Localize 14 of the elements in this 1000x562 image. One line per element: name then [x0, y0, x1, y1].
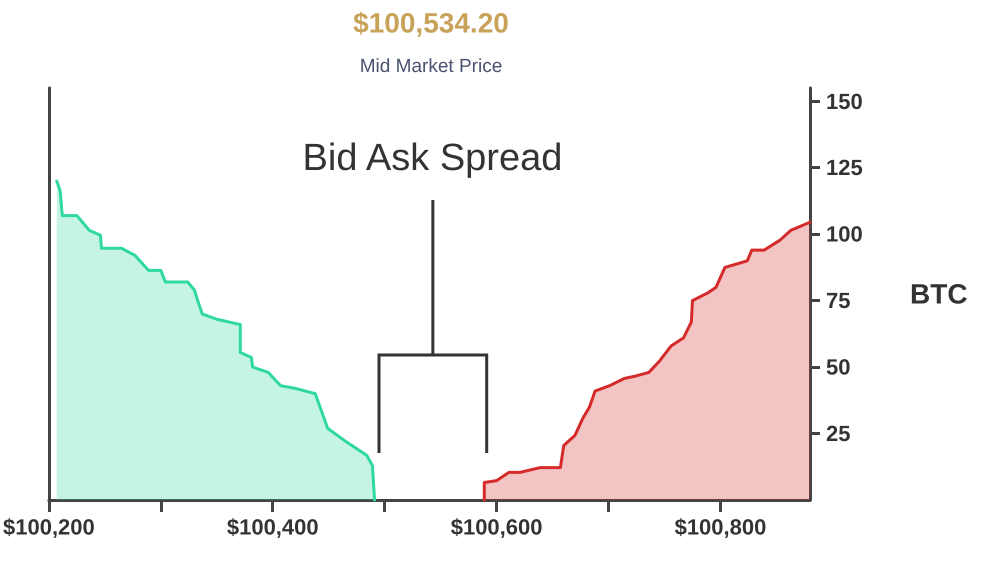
y-tick-label: 125 [826, 155, 863, 180]
y-tick-label: 50 [826, 354, 850, 380]
y-tick-label: 150 [826, 88, 863, 114]
x-tick-label: $100,200 [2, 514, 95, 540]
chart-subtitle: Mid Market Price [360, 56, 502, 77]
chart-title: $100,534.20 [353, 8, 509, 38]
y-tick-label: 100 [826, 222, 863, 247]
x-tick-label: $100,400 [226, 514, 319, 540]
annotation: Bid Ask Spread [302, 137, 562, 179]
x-tick-label: $100,600 [450, 514, 542, 540]
x-tick-label: $100,800 [674, 514, 766, 540]
y-axis-title: BTC [910, 278, 968, 310]
y-tick-label: 75 [826, 288, 850, 314]
y-tick-label: 25 [826, 421, 850, 446]
